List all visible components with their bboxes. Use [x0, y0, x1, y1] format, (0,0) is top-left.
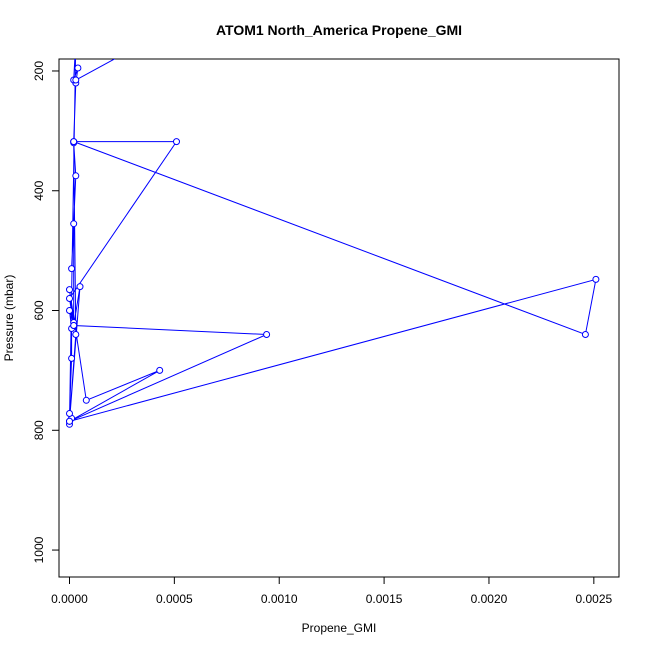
y-tick-label: 400 [32, 180, 46, 200]
x-tick-label: 0.0015 [366, 592, 403, 606]
x-axis-label: Propene_GMI [302, 621, 377, 635]
x-tick-label: 0.0000 [51, 592, 88, 606]
chart-title: ATOM1 North_America Propene_GMI [216, 22, 462, 38]
data-point [82, 396, 90, 404]
data-point [66, 410, 73, 417]
data-point [173, 138, 180, 146]
data-point [263, 331, 271, 338]
data-point [581, 331, 589, 338]
y-axis-label: Pressure (mbar) [2, 275, 16, 362]
data-point [70, 322, 78, 329]
data-point [156, 366, 164, 374]
data-point [76, 283, 84, 291]
x-tick-label: 0.0020 [471, 592, 508, 606]
data-point [70, 220, 78, 228]
data-point [592, 275, 600, 283]
series-layer [66, 38, 600, 428]
x-tick-label: 0.0005 [156, 592, 193, 606]
data-point [68, 354, 76, 362]
y-tick-label: 1000 [32, 536, 46, 563]
x-tick-label: 0.0010 [261, 592, 298, 606]
data-point [68, 265, 76, 273]
data-point [72, 331, 80, 338]
data-point [73, 38, 79, 44]
y-tick-label: 200 [32, 61, 46, 81]
data-point [66, 417, 73, 425]
data-point [66, 286, 73, 294]
data-point [66, 295, 73, 302]
data-point [72, 76, 80, 84]
y-tick-label: 800 [32, 420, 46, 440]
y-tick-label: 600 [32, 300, 46, 320]
data-point [72, 172, 80, 180]
series-line [68, 59, 597, 425]
data-point [134, 44, 140, 50]
data-point [70, 138, 78, 146]
y-axis: 200 400 600 800 1000 [32, 61, 59, 563]
plot-frame [58, 58, 620, 578]
x-tick-label: 0.0025 [575, 592, 612, 606]
data-point [66, 307, 73, 314]
x-axis: 0.0000 0.0005 0.0010 0.0015 0.0020 0.0025 [51, 577, 613, 606]
data-point [74, 64, 82, 72]
